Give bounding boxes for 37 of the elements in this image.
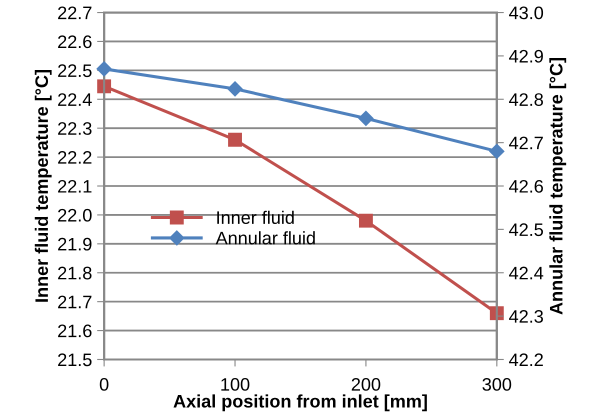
point [227,81,243,96]
y-tick-label: 21.8 [58,266,92,280]
y-tick-label: 22.0 [58,208,92,222]
y2-tick-label: 42.3 [509,310,543,323]
y2-tick-label: 42.8 [509,93,543,106]
y-tick-label: 22.5 [58,64,92,78]
x-tick-label: 300 [482,378,512,391]
y-tick-label: 21.6 [58,324,92,338]
point [96,61,112,76]
y2-tick-label: 42.5 [509,223,544,236]
x-tick-label: 100 [221,378,250,391]
y-tick-label: 21.9 [58,238,92,251]
y2-tick-label: 42.7 [509,136,543,150]
y2-tick-label: 42.6 [509,180,543,193]
x-axis-title: Axial position from inlet [mm] [174,394,427,412]
y-tick-label: 22.7 [58,6,92,20]
legend-label: Inner fluid [217,210,294,224]
y2-tick-label: 42.2 [509,353,543,366]
y-tick-label: 22.6 [58,35,92,48]
y2-axis-title: Annular fluid temperature [°C] [549,58,566,315]
point [489,144,504,159]
legend-label: Annular fluid [216,231,315,244]
y-axis-title: Inner fluid temperature [°C] [34,70,52,302]
y-tick-label: 21.5 [58,353,92,366]
y-tick-label: 22.3 [58,122,92,135]
x-tick-label: 200 [352,378,380,391]
y2-tick-label: 42.4 [509,266,544,280]
y-tick-label: 22.2 [58,151,92,164]
y2-tick-label: 43.0 [509,6,544,20]
point [358,214,373,228]
y-tick-label: 22.1 [58,180,92,193]
y-tick-label: 22.4 [58,93,92,106]
point [228,132,242,147]
y-tick-label: 21.7 [58,296,92,308]
x-tick-label: 0 [100,378,108,391]
y2-tick-label: 42.9 [509,50,543,63]
point [358,110,374,126]
